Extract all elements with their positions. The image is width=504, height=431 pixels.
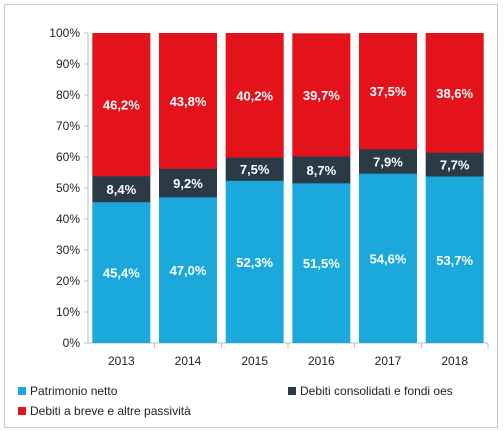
bar-segment [425,152,484,177]
legend-label-debiti-breve: Debiti a breve e altre passività [30,404,191,418]
bar-segment [92,202,151,343]
y-tick-label: 20% [56,274,80,288]
legend-label-debiti-consolidati: Debiti consolidati e fondi oes [300,384,453,398]
x-tick-label: 2017 [375,354,402,368]
y-tick-label: 30% [56,243,80,257]
y-tick-label: 60% [56,150,80,164]
legend-item-patrimonio: Patrimonio netto [18,384,117,398]
x-tick-label: 2016 [308,354,335,368]
data-label: 47,0% [170,263,207,278]
bar-segment [292,33,351,157]
data-label: 9,2% [173,176,203,191]
bar-segment [425,176,484,343]
bar-segment [359,149,417,174]
data-label: 45,4% [103,266,140,281]
bar-segment [292,183,351,343]
bar-segment [359,33,417,150]
bar-segment [159,197,217,343]
legend-item-debiti-consolidati: Debiti consolidati e fondi oes [288,384,453,398]
legend-swatch-debiti-consolidati [288,387,296,395]
y-tick-label: 40% [56,212,80,226]
data-label: 40,2% [236,88,273,103]
y-tick-label: 70% [56,119,80,133]
data-label: 37,5% [370,84,407,99]
data-label: 54,6% [370,251,407,266]
legend-swatch-patrimonio [18,387,26,395]
data-label: 8,4% [107,182,137,197]
bar-segment [92,33,151,177]
y-tick-label: 0% [63,336,81,350]
data-label: 7,7% [440,158,470,173]
y-tick-label: 10% [56,305,80,319]
bar-segment [92,176,151,203]
bar-segment [159,33,217,169]
data-label: 38,6% [436,86,473,101]
y-tick-label: 90% [56,57,80,71]
legend-item-debiti-breve: Debiti a breve e altre passività [18,404,191,418]
x-tick-label: 2015 [241,354,268,368]
data-label: 7,5% [240,162,270,177]
bar-segment [225,33,284,158]
legend-swatch-debiti-breve [18,407,26,415]
data-label: 39,7% [303,88,340,103]
data-label: 51,5% [303,256,340,271]
data-label: 53,7% [436,253,473,268]
y-tick-label: 50% [56,181,80,195]
x-tick-label: 2014 [175,354,202,368]
data-label: 7,9% [373,154,403,169]
y-tick-label: 100% [49,26,80,40]
bar-segment [225,180,284,343]
data-label: 43,8% [170,94,207,109]
data-label: 46,2% [103,98,140,113]
legend-label-patrimonio: Patrimonio netto [30,384,118,398]
data-label: 52,3% [236,255,273,270]
bar-segment [425,33,484,153]
bar-segment [292,156,351,184]
x-tick-label: 2013 [108,354,135,368]
y-tick-label: 80% [56,88,80,102]
data-label: 8,7% [307,163,337,178]
bar-segment [359,173,417,343]
bar-segment [159,168,217,198]
bar-segment [225,157,284,181]
x-tick-label: 2018 [441,354,468,368]
